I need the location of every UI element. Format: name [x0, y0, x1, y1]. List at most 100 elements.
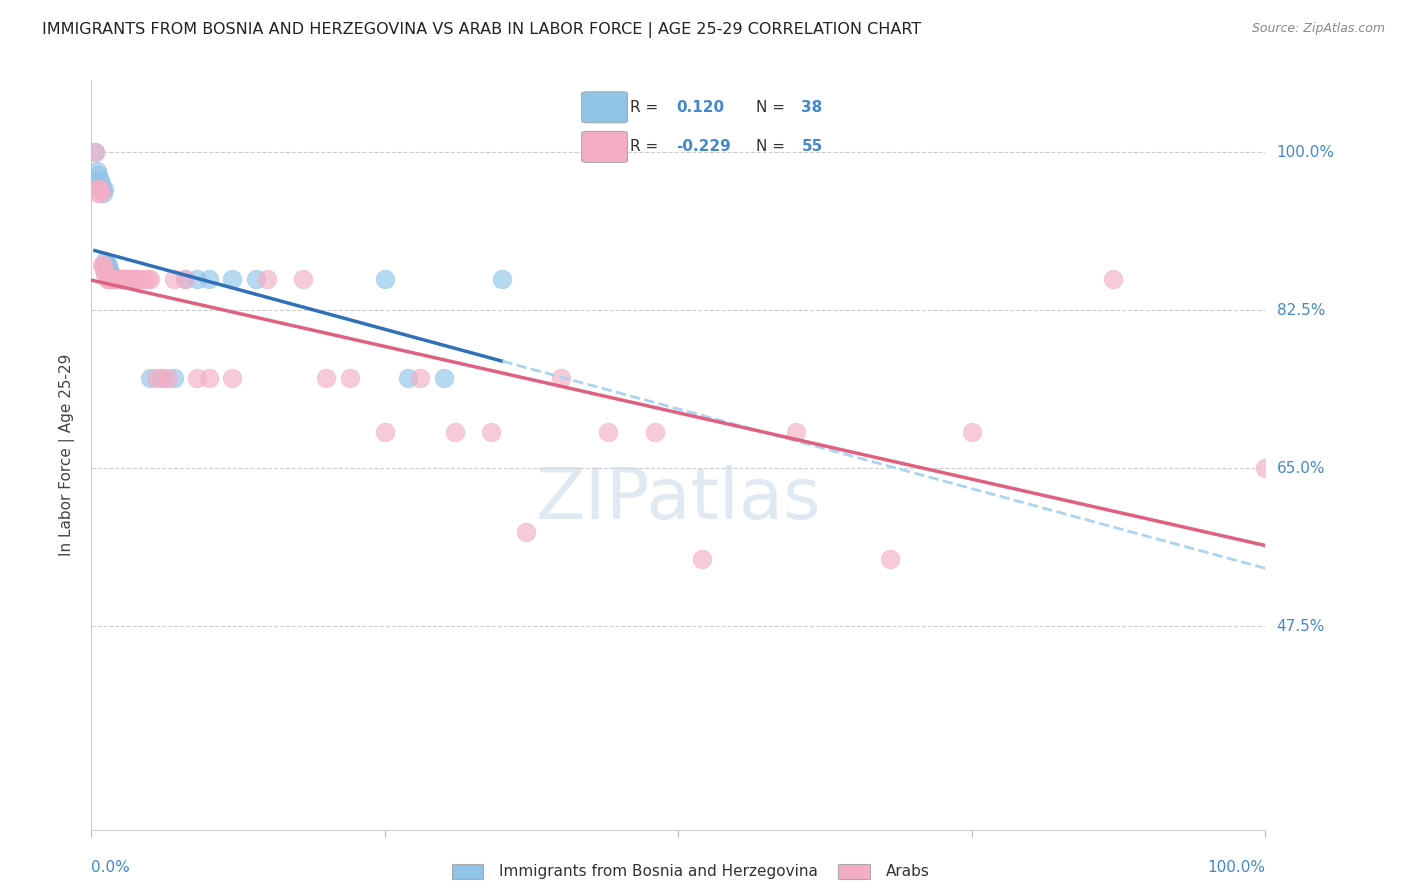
Point — [112, 272, 135, 286]
Bar — [838, 863, 870, 880]
Point — [550, 371, 572, 385]
Point — [221, 371, 243, 385]
Point — [127, 272, 149, 286]
Point — [112, 272, 135, 286]
Point — [186, 371, 208, 385]
Point — [596, 425, 619, 440]
Point — [96, 258, 118, 272]
Point — [315, 371, 337, 385]
Point — [1254, 461, 1277, 475]
Bar — [451, 863, 484, 880]
Point — [84, 145, 107, 160]
Point — [89, 181, 111, 195]
Point — [90, 177, 112, 191]
Point — [396, 371, 419, 385]
Point — [84, 145, 107, 160]
Point — [98, 272, 121, 286]
Point — [90, 186, 112, 201]
Point — [87, 186, 110, 201]
Point — [91, 258, 114, 272]
Point — [150, 371, 173, 385]
Point — [960, 425, 983, 440]
Point — [145, 371, 167, 385]
Point — [374, 425, 396, 440]
Text: 65.0%: 65.0% — [1277, 461, 1324, 476]
Point — [87, 168, 110, 182]
Point — [339, 371, 361, 385]
Point — [245, 272, 267, 286]
Point — [129, 272, 152, 286]
Point — [491, 272, 513, 286]
Point — [162, 371, 184, 385]
Point — [122, 272, 145, 286]
Point — [444, 425, 467, 440]
Point — [221, 272, 243, 286]
Point — [644, 425, 666, 440]
Point — [174, 272, 197, 286]
Point — [197, 272, 219, 286]
Point — [120, 272, 142, 286]
Point — [110, 272, 132, 286]
Text: 82.5%: 82.5% — [1277, 303, 1324, 318]
Point — [134, 272, 156, 286]
Point — [256, 272, 278, 286]
Point — [186, 272, 208, 286]
Point — [125, 272, 148, 286]
Text: ZIPatlas: ZIPatlas — [536, 466, 821, 534]
Point — [156, 371, 179, 385]
Point — [108, 272, 131, 286]
Point — [97, 258, 120, 272]
Text: 100.0%: 100.0% — [1208, 860, 1265, 875]
Point — [150, 371, 173, 385]
Point — [98, 272, 121, 286]
Point — [291, 272, 314, 286]
Point — [101, 272, 124, 286]
Point — [139, 371, 162, 385]
Point — [120, 272, 142, 286]
Text: Source: ZipAtlas.com: Source: ZipAtlas.com — [1251, 22, 1385, 36]
Point — [107, 272, 129, 286]
Point — [98, 263, 121, 277]
Y-axis label: In Labor Force | Age 25-29: In Labor Force | Age 25-29 — [59, 354, 76, 556]
Point — [479, 425, 502, 440]
Text: 0.0%: 0.0% — [91, 860, 131, 875]
Point — [879, 551, 901, 566]
Point — [93, 181, 115, 195]
Point — [104, 272, 127, 286]
Text: 100.0%: 100.0% — [1277, 145, 1334, 160]
Point — [105, 272, 128, 286]
Point — [103, 272, 125, 286]
Point — [101, 272, 124, 286]
Point — [91, 181, 114, 195]
Point — [432, 371, 454, 385]
Point — [98, 268, 121, 282]
Point — [94, 253, 117, 268]
Text: 47.5%: 47.5% — [1277, 619, 1324, 634]
Point — [104, 272, 127, 286]
Point — [96, 272, 118, 286]
Point — [162, 272, 184, 286]
Point — [174, 272, 197, 286]
Point — [91, 186, 114, 201]
Point — [93, 263, 115, 277]
Point — [91, 258, 114, 272]
Point — [690, 551, 713, 566]
Text: IMMIGRANTS FROM BOSNIA AND HERZEGOVINA VS ARAB IN LABOR FORCE | AGE 25-29 CORREL: IMMIGRANTS FROM BOSNIA AND HERZEGOVINA V… — [42, 22, 921, 38]
Point — [136, 272, 159, 286]
Point — [112, 272, 135, 286]
Text: Immigrants from Bosnia and Herzegovina: Immigrants from Bosnia and Herzegovina — [499, 864, 818, 879]
Text: Arabs: Arabs — [886, 864, 929, 879]
Point — [139, 272, 162, 286]
Point — [89, 172, 111, 186]
Point — [374, 272, 396, 286]
Point — [127, 272, 149, 286]
Point — [515, 524, 537, 539]
Point — [115, 272, 138, 286]
Point — [110, 272, 132, 286]
Point — [105, 272, 128, 286]
Point — [409, 371, 432, 385]
Point — [122, 272, 145, 286]
Point — [86, 163, 108, 178]
Point — [94, 268, 117, 282]
Point — [1101, 272, 1123, 286]
